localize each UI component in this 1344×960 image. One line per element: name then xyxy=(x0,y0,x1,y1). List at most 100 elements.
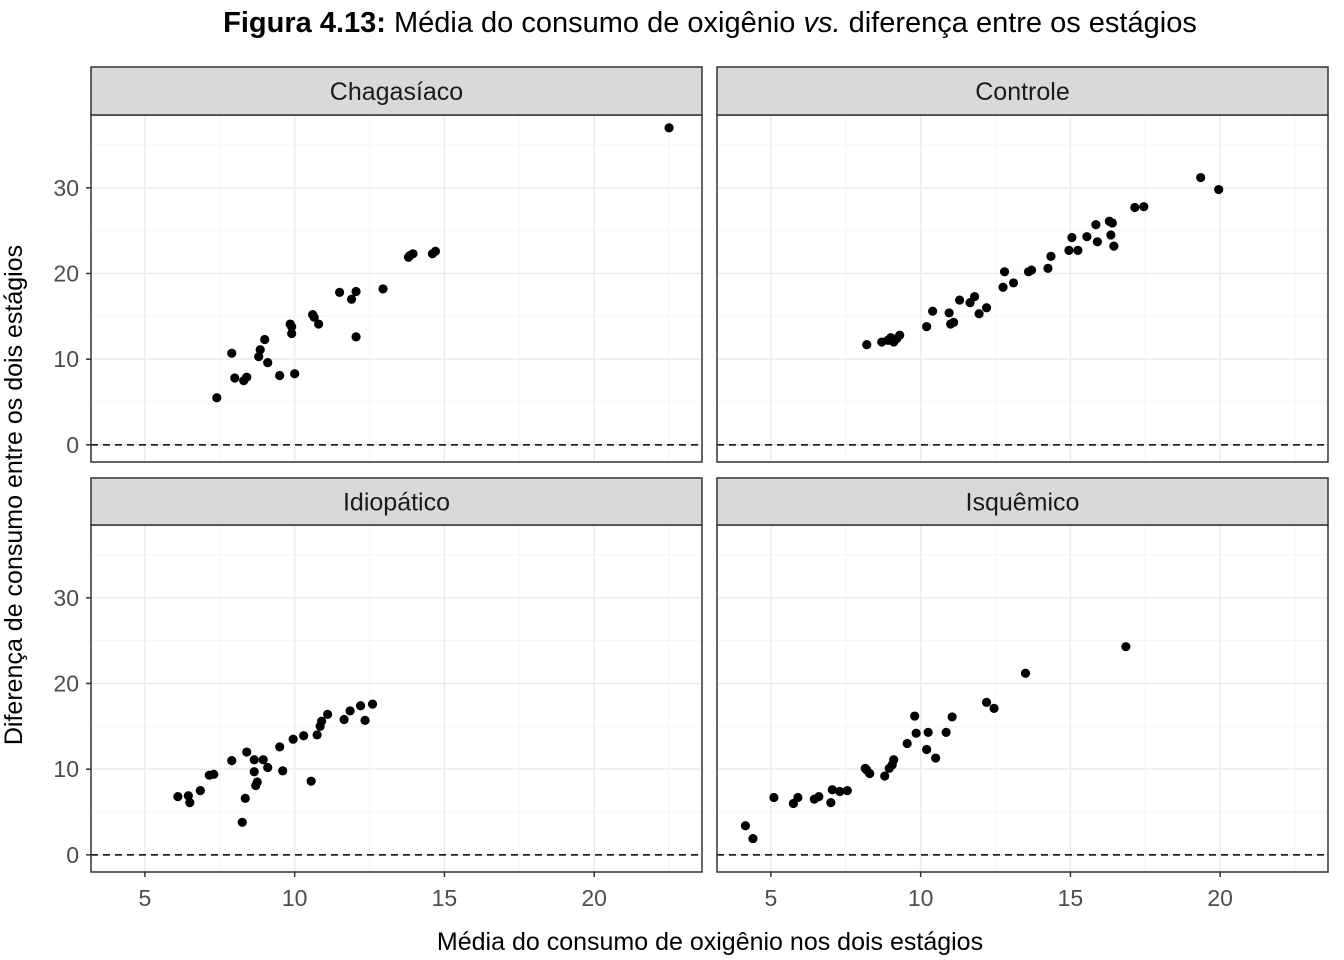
facet-strip xyxy=(90,66,703,116)
data-point xyxy=(1046,251,1056,261)
data-point xyxy=(1008,278,1019,288)
data-point xyxy=(944,308,954,318)
figure-title-label: Figura 4.13: xyxy=(223,7,386,39)
data-point xyxy=(367,699,378,709)
data-point xyxy=(1196,172,1206,183)
facet-strip-label: Isquêmico xyxy=(966,489,1080,517)
facet-panel: Idiopático 0 10 20 30 5 10 15 20 xyxy=(53,477,703,911)
data-point xyxy=(902,738,912,749)
data-point xyxy=(664,123,674,133)
x-axis-title: Média do consumo de oxigênio nos dois es… xyxy=(437,928,983,956)
data-point xyxy=(339,714,349,725)
figure-title: Figura 4.13: Média do consumo de oxigêni… xyxy=(223,7,1197,39)
data-point xyxy=(999,267,1010,277)
data-point xyxy=(1020,668,1031,678)
data-point xyxy=(923,727,933,737)
data-point xyxy=(183,791,193,801)
facet-strip xyxy=(716,477,1329,526)
y-tick-label: 30 xyxy=(53,175,79,201)
data-point xyxy=(345,706,355,716)
x-tick-label: 10 xyxy=(908,885,934,911)
data-point xyxy=(910,711,920,721)
data-point xyxy=(998,282,1008,292)
data-point xyxy=(1091,220,1101,230)
data-point xyxy=(378,284,388,294)
y-tick-label: 0 xyxy=(66,842,79,868)
data-point xyxy=(299,731,309,741)
data-point xyxy=(989,703,999,713)
facet-strip xyxy=(90,477,703,526)
data-point xyxy=(793,792,803,803)
data-point xyxy=(1107,218,1117,228)
data-point xyxy=(981,697,992,707)
data-point xyxy=(360,715,370,725)
data-point xyxy=(263,358,273,368)
data-point xyxy=(334,287,345,297)
data-point xyxy=(351,286,361,297)
data-point xyxy=(278,766,288,776)
data-point xyxy=(255,345,265,355)
data-point xyxy=(922,322,932,332)
data-point xyxy=(287,322,297,332)
data-point xyxy=(312,730,322,740)
data-point xyxy=(252,777,262,787)
figure-title-part-2: diferença entre os estágios xyxy=(841,7,1197,39)
data-point xyxy=(1092,237,1102,247)
facet-panel: Isquêmico 5 10 15 20 xyxy=(716,477,1329,911)
data-point xyxy=(263,762,273,773)
facet-strip-label: Controle xyxy=(975,78,1070,106)
data-point xyxy=(969,292,980,302)
data-point xyxy=(769,792,779,803)
data-point xyxy=(242,372,252,382)
facet-strip-label: Idiopático xyxy=(343,489,450,517)
data-point xyxy=(1214,184,1224,195)
y-tick-label: 10 xyxy=(53,346,79,372)
data-point xyxy=(835,786,845,797)
data-point xyxy=(212,393,222,403)
plot-background xyxy=(91,525,702,872)
data-point xyxy=(1109,241,1119,251)
x-tick-label: 5 xyxy=(765,885,778,911)
data-point xyxy=(889,755,899,765)
data-point xyxy=(195,786,205,796)
data-point xyxy=(814,792,824,802)
data-point xyxy=(306,776,316,786)
data-point xyxy=(1067,232,1077,243)
data-point xyxy=(260,334,270,345)
data-point xyxy=(227,348,237,358)
data-point xyxy=(258,755,268,765)
figure-title-part-1: Média do consumo de oxigênio xyxy=(386,7,804,39)
data-point xyxy=(249,755,259,765)
data-point xyxy=(209,769,219,779)
y-tick-label: 20 xyxy=(53,261,79,287)
data-point xyxy=(955,295,965,305)
data-point xyxy=(240,793,250,803)
data-point xyxy=(314,319,324,329)
data-point xyxy=(288,734,298,744)
x-tick-label: 15 xyxy=(432,885,458,911)
data-point xyxy=(981,303,992,313)
y-tick-label: 20 xyxy=(53,671,79,697)
data-point xyxy=(254,352,264,362)
facet-panels: Chagasíaco 0 10 20 30 Controle Idiopático 0 10 20… xyxy=(53,66,1329,911)
data-point xyxy=(355,701,366,711)
data-point xyxy=(1130,202,1140,213)
data-point xyxy=(173,792,183,802)
data-point xyxy=(309,312,319,322)
data-point xyxy=(290,369,300,379)
plot-background xyxy=(717,525,1328,872)
data-point xyxy=(227,756,237,766)
data-point xyxy=(1043,263,1053,273)
data-point xyxy=(1064,245,1074,255)
data-point xyxy=(346,294,357,304)
data-point xyxy=(941,727,951,737)
data-point xyxy=(1082,232,1092,242)
figure-title-italic: vs. xyxy=(803,7,840,39)
data-point xyxy=(1139,202,1149,212)
y-tick-label: 10 xyxy=(53,756,79,782)
facet-panel: Controle xyxy=(716,66,1329,463)
y-tick-label: 30 xyxy=(53,585,79,611)
data-point xyxy=(1026,265,1037,275)
data-point xyxy=(748,833,758,844)
data-point xyxy=(974,309,984,319)
